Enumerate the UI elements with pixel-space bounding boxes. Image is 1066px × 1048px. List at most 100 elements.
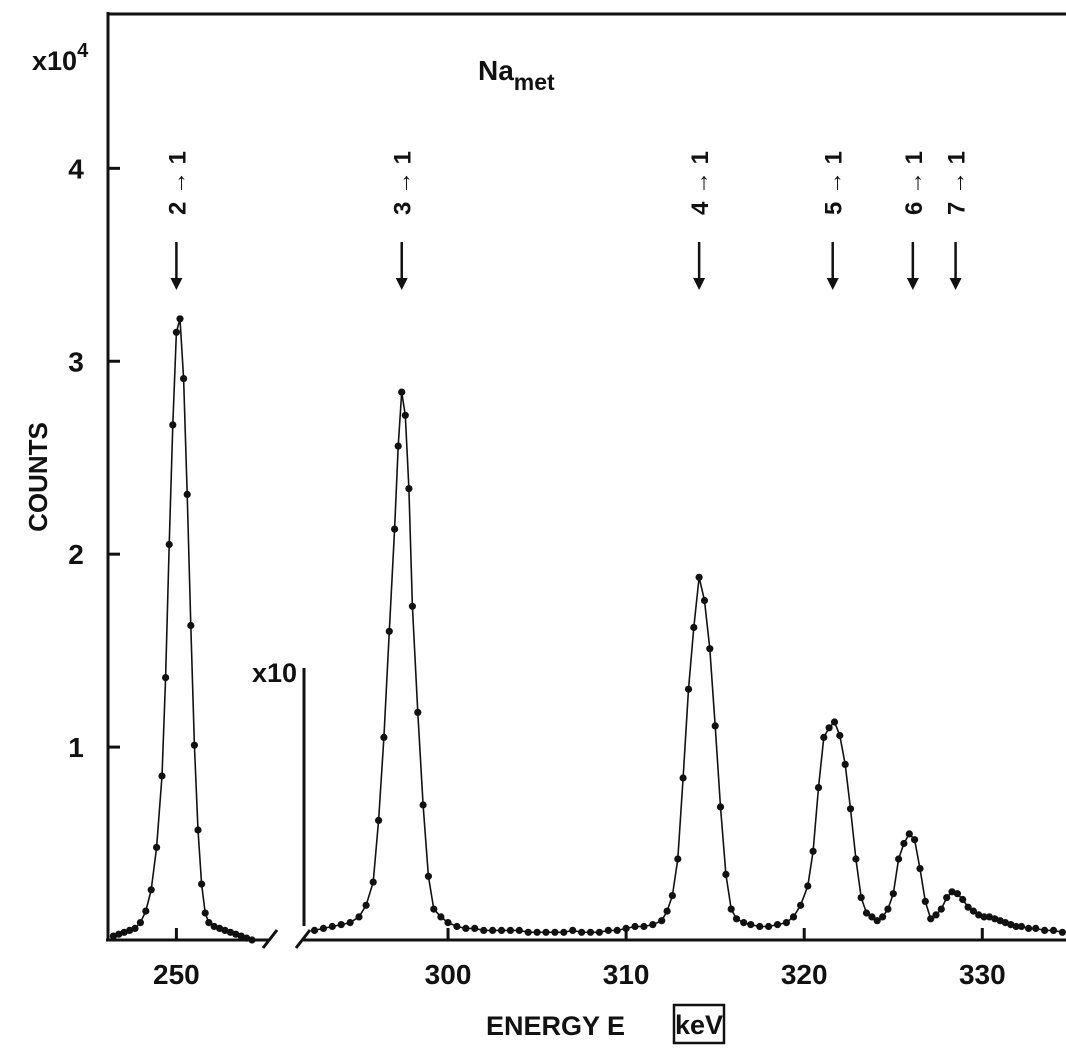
data-point [375,816,383,825]
x-tick-label: 320 [781,959,828,990]
data-point [180,375,188,383]
data-point [551,928,559,936]
data-point [398,388,406,396]
data-point [319,924,327,933]
data-point [237,932,245,940]
data-point [905,830,913,838]
data-point [578,928,586,936]
data-point [424,872,432,880]
data-point [932,911,940,919]
data-point [1032,924,1040,933]
series-line-right [314,391,1063,934]
data-point [586,928,595,936]
data-point [201,909,209,917]
data-point [722,870,730,879]
x-axis-unit: keV [672,1003,726,1045]
data-point [1049,926,1058,935]
data-point [419,801,427,809]
data-point [814,784,823,792]
data-point [153,843,161,852]
y-tick-label: 4 [68,153,84,184]
x-tick-label: 300 [425,959,472,990]
transition-label: 5 → 1 [821,151,848,215]
data-point [959,895,967,904]
data-point [948,888,956,896]
data-point [868,913,876,921]
series-line-left [113,318,253,941]
data-point [437,913,445,921]
data-point [142,907,150,915]
data-point [1001,919,1010,927]
x-tick-label: 330 [959,959,1006,990]
data-point [310,926,319,935]
data-point [846,805,855,813]
data-point [937,905,945,913]
data-point [176,315,184,323]
data-point [895,855,903,863]
data-point [430,905,438,913]
data-point [187,621,195,630]
data-point [109,932,117,940]
data-point [444,919,452,927]
data-point [640,922,648,931]
transition-arrowhead [949,278,962,290]
data-point [480,926,488,935]
data-series [109,315,1066,944]
data-point [462,924,470,933]
transition-arrowhead [693,278,706,290]
data-point [385,627,393,635]
data-point [569,926,577,935]
x-tick-label: 310 [603,959,650,990]
data-point [789,913,798,921]
data-point [631,922,639,931]
data-point [147,886,155,894]
data-point [690,623,698,632]
x-ticks: 250 300 310 320 330 [153,928,1006,990]
data-point [232,930,240,938]
data-point [131,924,139,933]
data-point [700,596,709,605]
data-point [328,922,336,931]
data-point [964,903,972,911]
data-point [126,926,134,935]
x-tick-label: 250 [153,959,200,990]
transition-label: 3 → 1 [390,151,417,215]
data-point [391,525,399,533]
data-point [658,917,666,925]
data-point [198,880,206,888]
data-point [773,921,782,929]
data-point [985,913,994,921]
data-point [489,926,497,935]
data-point [684,685,693,693]
transition-arrowhead [906,278,919,290]
data-point [158,772,166,780]
y-axis-label: COUNTS [23,422,53,532]
data-point [622,924,630,933]
data-point [911,836,919,844]
data-point [841,760,849,769]
data-point [862,909,871,917]
data-point [346,919,354,927]
data-point [884,905,892,913]
data-point [889,890,897,898]
data-point [927,915,935,923]
data-point [980,913,988,921]
data-point [248,936,256,944]
data-point [900,839,908,848]
data-point [857,894,865,902]
y-multiplier: x104 [32,40,89,76]
axis-break-mark-left [261,929,279,949]
data-point [1012,922,1020,931]
data-point [205,919,213,927]
data-point [975,911,983,919]
data-point [727,905,735,913]
data-point [506,926,514,935]
transition-label: 4 → 1 [687,151,714,215]
data-point [380,733,388,742]
data-point [921,897,929,906]
data-point [190,741,198,749]
data-point [515,926,523,935]
data-point [210,922,218,931]
data-point [711,722,719,730]
y-tick-label: 2 [68,539,84,570]
